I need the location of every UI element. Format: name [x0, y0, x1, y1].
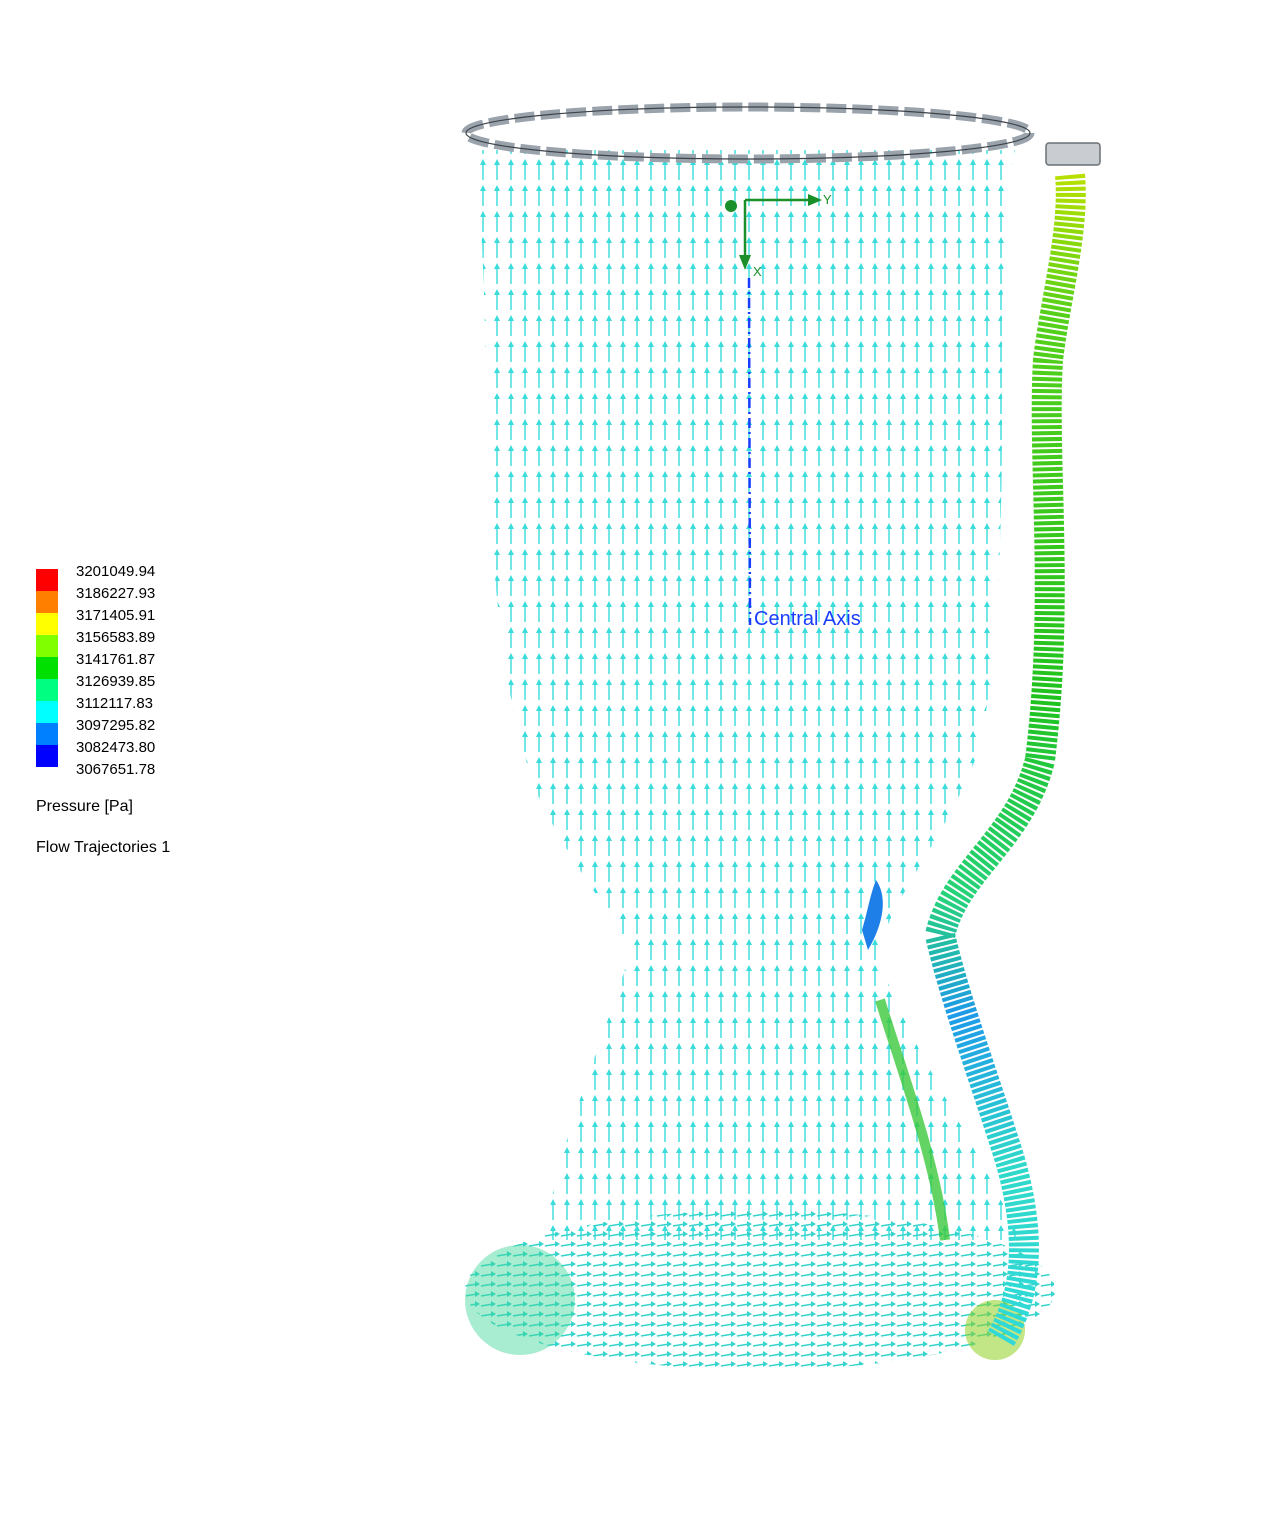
central-axis-label: Central Axis [754, 608, 861, 630]
inner-streak [875, 998, 950, 1241]
legend-title: Pressure [Pa] [36, 798, 133, 815]
legend-value: 3141761.87 [76, 651, 156, 668]
base-swirl [465, 1210, 1055, 1370]
legend-value: 3171405.91 [76, 607, 156, 624]
legend-stop: 3126939.85 [36, 673, 236, 701]
legend-stop: 3201049.94 [36, 563, 236, 591]
legend-value: 3126939.85 [76, 673, 156, 690]
legend-stop: 3186227.93 [36, 585, 236, 613]
legend-value: 3097295.82 [76, 717, 156, 734]
top-ring-outline [465, 106, 1031, 160]
legend-stop: 3171405.91 [36, 607, 236, 635]
inlet-cap [1045, 142, 1101, 166]
legend-stop: 3082473.80 [36, 739, 236, 767]
coordinate-triad [725, 194, 822, 270]
y-axis-label: Y [823, 192, 832, 207]
legend-stop: 3141761.87 [36, 651, 236, 679]
x-axis-label: X [753, 264, 762, 279]
feature-name: Flow Trajectories 1 [36, 839, 171, 856]
throat-low-pressure-patch [862, 880, 883, 950]
base-swirl-left [465, 1245, 575, 1355]
legend-value: 3156583.89 [76, 629, 156, 646]
legend-value: 3082473.80 [76, 739, 156, 756]
legend-value: 3112117.83 [76, 695, 154, 712]
legend-stop: 3156583.89 [36, 629, 236, 657]
legend-value: 3186227.93 [76, 585, 156, 602]
central-axis-line [747, 277, 752, 626]
nozzle-flow-body [475, 150, 1020, 1240]
legend-stop: 3112117.83 [36, 695, 236, 723]
legend-stop: 3067651.78 [36, 761, 236, 789]
side-pipe-trajectory [924, 173, 1086, 1348]
legend-stop: 3097295.82 [36, 717, 236, 745]
legend-value: 3201049.94 [76, 563, 156, 580]
legend-value: 3067651.78 [76, 761, 156, 778]
